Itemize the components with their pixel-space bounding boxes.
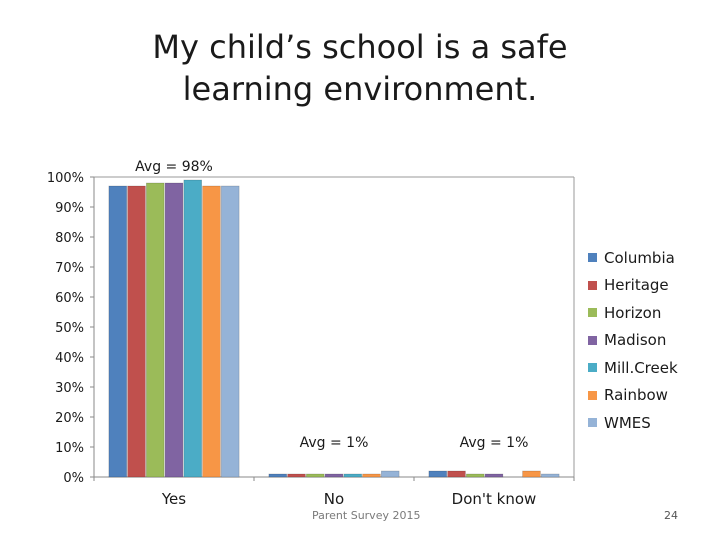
legend-swatch (588, 253, 597, 263)
legend-item: Mill.Creek (588, 354, 708, 382)
y-tick-label: 70% (55, 261, 84, 276)
bar-rainbow-0 (202, 185, 221, 478)
bar-madison-0 (164, 182, 184, 478)
legend-swatch (588, 418, 597, 428)
bar-horizon-0 (146, 182, 165, 478)
y-tick-label: 60% (55, 291, 84, 306)
y-tick-label: 80% (55, 231, 84, 246)
slide-title: My child’s school is a safe learning env… (152, 28, 568, 108)
y-tick-label: 30% (55, 381, 84, 396)
bar-columbia-2 (428, 470, 447, 478)
bar-mill-creek-0 (183, 179, 202, 478)
y-tick-label: 0% (63, 471, 84, 486)
avg-annotation: Avg = 98% (135, 159, 213, 175)
legend-label: Mill.Creek (604, 358, 678, 377)
y-tick-label: 50% (55, 321, 84, 336)
avg-annotation: Avg = 1% (300, 435, 369, 451)
footer-text: Parent Survey 2015 (312, 509, 421, 522)
bar-horizon-1 (306, 473, 325, 478)
bar-rainbow-2 (522, 470, 541, 478)
x-tick-label: Yes (161, 490, 186, 508)
legend-swatch (588, 308, 597, 318)
legend-swatch (588, 280, 597, 290)
x-tick-label: Don't know (452, 490, 537, 508)
bar-columbia-1 (268, 473, 287, 478)
bar-columbia-0 (108, 185, 127, 478)
legend-swatch (588, 390, 597, 400)
y-tick-label: 10% (55, 441, 84, 456)
legend-label: Heritage (604, 276, 669, 295)
chart-legend: Columbia Heritage Horizon Madison Mill.Creek… (588, 244, 708, 437)
bar-horizon-2 (466, 473, 485, 478)
legend-label: Columbia (604, 248, 675, 267)
bar-wmes-1 (381, 470, 400, 478)
y-tick-label: 90% (55, 201, 84, 216)
legend-swatch (588, 335, 597, 345)
legend-item: Rainbow (588, 382, 708, 410)
legend-label: Madison (604, 331, 667, 350)
bar-heritage-1 (287, 473, 306, 478)
legend-item: Heritage (588, 272, 708, 300)
legend-label: Rainbow (604, 386, 668, 405)
bar-madison-1 (324, 473, 344, 478)
legend-item: Columbia (588, 244, 708, 272)
legend-item: WMES (588, 409, 708, 437)
legend-swatch (588, 363, 597, 373)
legend-label: WMES (604, 413, 651, 432)
bar-heritage-0 (127, 185, 146, 478)
bar-mill-creek-1 (343, 473, 362, 478)
legend-label: Horizon (604, 303, 662, 322)
avg-annotation: Avg = 1% (460, 435, 529, 451)
page-number: 24 (664, 509, 678, 522)
y-tick-label: 100% (47, 171, 84, 186)
x-tick-label: No (324, 490, 344, 508)
y-tick-label: 20% (55, 411, 84, 426)
bar-madison-2 (484, 473, 504, 478)
bar-wmes-2 (541, 473, 560, 478)
bar-wmes-0 (221, 185, 240, 478)
legend-item: Horizon (588, 299, 708, 327)
legend-item: Madison (588, 327, 708, 355)
bar-heritage-2 (447, 470, 466, 478)
y-tick-label: 40% (55, 351, 84, 366)
bar-rainbow-1 (362, 473, 381, 478)
